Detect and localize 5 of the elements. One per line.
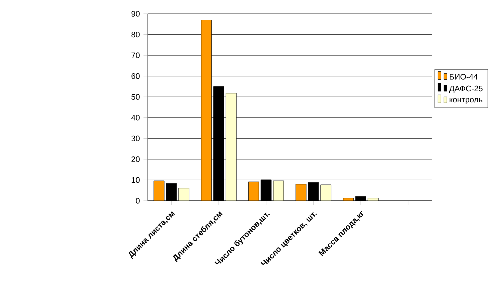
bar xyxy=(226,93,237,201)
bar xyxy=(178,188,190,201)
bar xyxy=(320,184,332,201)
bar xyxy=(248,182,260,201)
bar xyxy=(201,20,212,201)
